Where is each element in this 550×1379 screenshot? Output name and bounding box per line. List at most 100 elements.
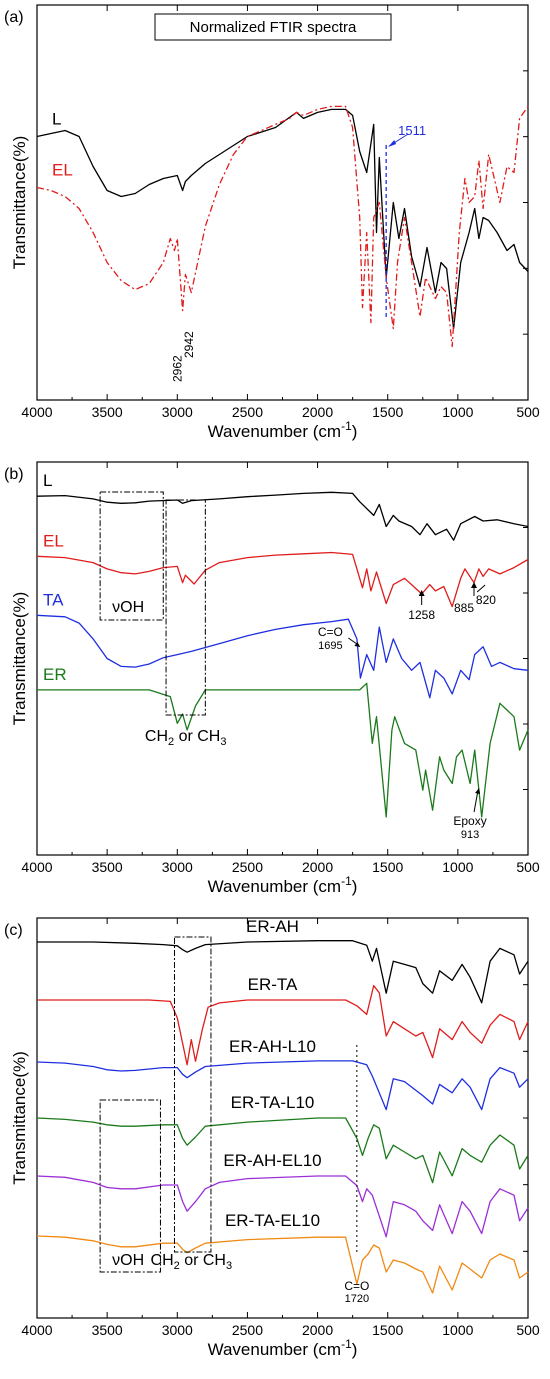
x-axis-label-main: Wavenumber (cm	[208, 877, 342, 896]
arrow-head	[354, 642, 361, 647]
series-line-er-ta-el10	[36, 1235, 529, 1294]
epoxy-label: Epoxy	[453, 814, 486, 828]
series-line-er-ah-el10	[36, 1175, 529, 1238]
x-axis-label-sup: -1	[341, 874, 352, 888]
co-label: C=O	[318, 625, 343, 639]
series-line-er-ta-l10	[36, 1117, 529, 1184]
ch-label-part: or CH	[180, 1252, 226, 1269]
series-label: EL	[43, 531, 64, 550]
x-tick-label: 4000	[21, 1322, 52, 1338]
ch-label-part: 3	[226, 1260, 232, 1272]
arrow-head	[475, 788, 481, 794]
panel-label: (a)	[4, 9, 24, 26]
panel-1: 4000 3500 3000 2500 2000 1500 1000 500 Wavenumbe…	[4, 461, 540, 896]
y-axis-label: Transmittance(%)	[10, 1051, 29, 1185]
x-axis-label: Wavenumber (cm-1)	[208, 874, 358, 896]
co-wavenumber: 1695	[318, 640, 342, 652]
series-line-er	[37, 682, 529, 818]
chart-title: Normalized FTIR spectra	[190, 19, 357, 36]
x-tick-label: 500	[516, 859, 540, 875]
ch-label-part: 2	[174, 1260, 180, 1272]
series-line-ta	[36, 614, 529, 699]
x-tick-label: 1000	[442, 1322, 473, 1338]
series-line-el	[36, 105, 529, 348]
y-axis-label: Transmittance(%)	[10, 592, 29, 726]
x-axis-label: Wavenumber (cm-1)	[208, 1337, 358, 1359]
x-tick-label: 3000	[162, 859, 193, 875]
x-tick-label: 2500	[232, 404, 263, 420]
x-tick-label: 3000	[162, 1322, 193, 1338]
y-axis-label: Transmittance(%)	[10, 136, 29, 270]
arrow-head	[388, 140, 397, 147]
panel-2: 4000 3500 3000 2500 2000 1500 1000 500 Wavenumbe…	[4, 917, 540, 1359]
x-axis-label-main: Wavenumber (cm	[208, 1340, 342, 1359]
series-line-er-ah	[37, 940, 529, 1004]
epoxy-wavenumber: 913	[461, 829, 479, 841]
series-label: ER-TA	[248, 975, 298, 994]
x-tick-label: 2500	[232, 859, 263, 875]
x-tick-label: 2000	[302, 1322, 333, 1338]
panel-label: (b)	[4, 466, 24, 483]
x-tick-label: 4000	[21, 404, 52, 420]
x-tick-label: 2500	[232, 1322, 263, 1338]
series-label: ER-AH	[246, 917, 299, 936]
region-box-ch	[165, 499, 206, 716]
x-axis-label-sup: -1	[341, 1337, 352, 1351]
series-label: ER-AH-EL10	[223, 1151, 321, 1170]
ch-label-part: 3	[220, 736, 226, 748]
x-tick-label: 1000	[442, 859, 473, 875]
x-tick-label: 3500	[92, 1322, 123, 1338]
x-axis-label-main: Wavenumber (cm	[208, 422, 342, 441]
series-label: ER-TA-EL10	[225, 1211, 320, 1230]
series-label: ER-AH-L10	[229, 1037, 316, 1056]
peak-label-1258: 1258	[408, 608, 435, 622]
panel-0: 4000 3500 3000 2500 2000 1500 1000 500 Wavenumbe…	[4, 4, 540, 441]
peak-label-1511: 1511	[398, 123, 426, 138]
ch-label-part: CH	[145, 728, 168, 745]
region-box-oh	[99, 1099, 161, 1273]
x-axis-label-end: )	[352, 877, 358, 896]
ch-label: CH2 or CH3	[145, 728, 227, 748]
co-wavenumber: 1720	[345, 1293, 369, 1305]
series-label: L	[52, 109, 61, 128]
series-label: TA	[43, 590, 64, 609]
ch-label-part: CH	[151, 1252, 174, 1269]
x-tick-label: 4000	[21, 859, 52, 875]
peak-label: 2942	[182, 331, 196, 358]
arrow-head	[418, 590, 425, 596]
arrow-epoxy	[473, 789, 479, 813]
x-tick-label: 3000	[162, 404, 193, 420]
ch-label: CH2 or CH3	[151, 1252, 233, 1272]
plot-frame	[36, 461, 529, 856]
series-label: ER-TA-L10	[231, 1093, 315, 1112]
x-tick-label: 3500	[92, 859, 123, 875]
panel-label: (c)	[4, 922, 23, 939]
x-tick-label: 2000	[302, 859, 333, 875]
peak-label: 2962	[171, 355, 185, 382]
x-axis-label-end: )	[352, 1340, 358, 1359]
x-tick-label: 1500	[372, 404, 403, 420]
series-line-er-ta	[37, 984, 529, 1066]
x-tick-label: 1500	[372, 1322, 403, 1338]
oh-label: νOH	[112, 1252, 144, 1269]
x-axis-label-end: )	[352, 422, 358, 441]
peak-label-885: 885	[454, 601, 474, 615]
x-tick-label: 3500	[92, 404, 123, 420]
x-tick-label: 2000	[302, 404, 333, 420]
co-label: C=O	[344, 1279, 369, 1293]
x-tick-label: 1000	[442, 404, 473, 420]
series-label: EL	[52, 160, 73, 179]
plot-frame	[36, 4, 529, 401]
x-tick-label: 500	[516, 1322, 540, 1338]
oh-label: νOH	[112, 599, 144, 616]
ch-label-part: or CH	[174, 728, 220, 745]
series-line-er-ah-l10	[36, 1060, 529, 1111]
x-axis-label-sup: -1	[341, 419, 352, 433]
series-line-el	[36, 551, 529, 608]
series-label: L	[43, 471, 52, 490]
series-label: ER	[43, 665, 67, 684]
title-box	[154, 13, 392, 41]
series-line-l	[36, 491, 529, 541]
arrow-head	[470, 582, 477, 588]
